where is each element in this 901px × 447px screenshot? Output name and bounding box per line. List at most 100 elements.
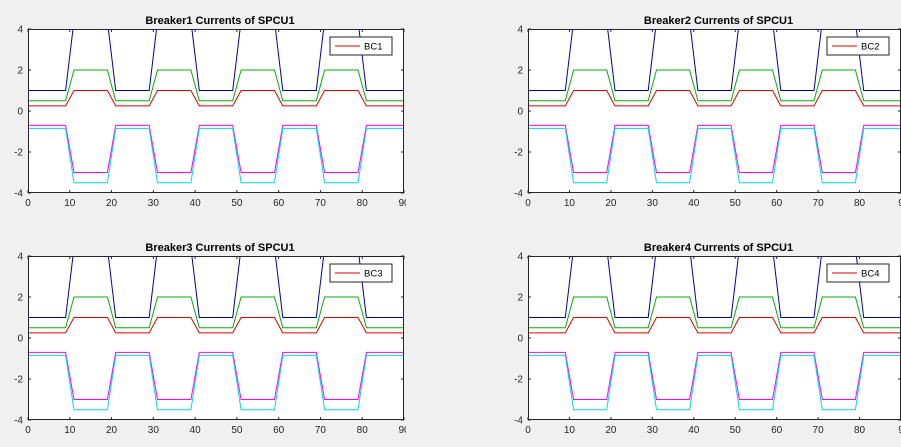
x-tick-label: 40 <box>190 198 202 209</box>
y-tick-label: 2 <box>517 293 523 304</box>
plot-area <box>28 256 404 420</box>
x-tick-label: 20 <box>106 425 118 436</box>
x-tick-label: 0 <box>25 198 31 209</box>
series-line-3 <box>28 29 404 91</box>
x-tick-label: 20 <box>106 198 118 209</box>
chart-title: Breaker4 Currents of SPCU1 <box>644 242 793 254</box>
series-line-1 <box>28 90 404 107</box>
series-line-5 <box>528 354 901 411</box>
y-tick-label: 0 <box>517 334 523 345</box>
x-tick-label: 80 <box>357 425 369 436</box>
x-tick-label: 0 <box>525 198 531 209</box>
chart-title: Breaker1 Currents of SPCU1 <box>145 15 294 27</box>
series-line-4 <box>528 351 901 400</box>
plot-area <box>528 29 901 193</box>
x-tick-label: 70 <box>315 198 327 209</box>
series-line-3 <box>528 256 901 318</box>
chart-title: Breaker2 Currents of SPCU1 <box>644 15 793 27</box>
legend-box <box>826 263 890 283</box>
x-tick-label: 80 <box>854 425 866 436</box>
series-line-1 <box>528 90 901 107</box>
x-tick-label: 10 <box>564 425 576 436</box>
y-tick-label: -4 <box>14 416 23 427</box>
x-tick-label: 60 <box>771 198 783 209</box>
legend-box <box>826 36 890 56</box>
y-tick-label: 4 <box>17 25 23 36</box>
y-tick-label: 0 <box>17 334 23 345</box>
chart-svg: 0 10 20 30 40 50 60 70 80 9 -4 -2 0 2 4 Breaker2 Curren… <box>514 15 901 209</box>
y-tick-label: 4 <box>517 25 523 36</box>
y-tick-label: 4 <box>17 252 23 263</box>
y-tick-label: -2 <box>514 148 523 159</box>
x-tick-label: 80 <box>854 198 866 209</box>
x-tick-label: 50 <box>730 425 742 436</box>
x-tick-label: 30 <box>647 425 659 436</box>
x-tick-label: 40 <box>688 425 700 436</box>
x-tick-label: 60 <box>771 425 783 436</box>
y-tick-label: -2 <box>14 375 23 386</box>
chart-panel-1: 0 10 20 30 40 50 60 70 80 90 -4 -2 0 2 4 Breaker1 Curre… <box>0 7 410 215</box>
plot-area <box>528 256 901 420</box>
y-tick-label: 0 <box>517 107 523 118</box>
x-tick-label: 40 <box>190 425 202 436</box>
x-tick-label: 50 <box>730 198 742 209</box>
y-tick-label: 4 <box>517 252 523 263</box>
x-tick-label: 40 <box>688 198 700 209</box>
x-tick-label: 10 <box>64 425 76 436</box>
y-tick-label: -4 <box>514 189 523 200</box>
chart-panel-4: 0 10 20 30 40 50 60 70 80 9 -4 -2 0 2 4 Breaker4 Curren… <box>498 234 901 442</box>
series-line-1 <box>28 317 404 334</box>
series-line-1 <box>528 317 901 334</box>
legend-box <box>329 263 393 283</box>
y-tick-label: -4 <box>514 416 523 427</box>
chart-svg: 0 10 20 30 40 50 60 70 80 90 -4 -2 0 2 4 Breaker1 Curre… <box>14 15 410 209</box>
series-line-4 <box>28 124 404 173</box>
legend-label: BC1 <box>364 42 382 53</box>
series-line-2 <box>28 69 404 102</box>
series-line-2 <box>528 69 901 102</box>
y-tick-label: 0 <box>17 107 23 118</box>
x-tick-label: 30 <box>148 198 160 209</box>
x-tick-label: 20 <box>605 198 617 209</box>
x-tick-label: 0 <box>525 425 531 436</box>
x-tick-label: 70 <box>813 198 825 209</box>
y-tick-label: -2 <box>14 148 23 159</box>
legend-label: BC3 <box>364 269 382 280</box>
plot-area <box>28 29 404 193</box>
series-line-3 <box>528 29 901 91</box>
chart-svg: 0 10 20 30 40 50 60 70 80 9 -4 -2 0 2 4 Breaker4 Curren… <box>514 242 901 436</box>
series-line-2 <box>528 296 901 329</box>
x-tick-label: 60 <box>273 198 285 209</box>
chart-panel-2: 0 10 20 30 40 50 60 70 80 9 -4 -2 0 2 4 Breaker2 Curren… <box>498 7 901 215</box>
y-tick-label: 2 <box>17 66 23 77</box>
x-tick-label: 90 <box>398 425 406 436</box>
y-tick-label: -4 <box>14 189 23 200</box>
series-line-2 <box>28 296 404 329</box>
legend-box <box>329 36 393 56</box>
x-tick-label: 60 <box>273 425 285 436</box>
series-line-5 <box>28 127 404 184</box>
x-tick-label: 10 <box>64 198 76 209</box>
x-tick-label: 30 <box>647 198 659 209</box>
x-tick-label: 50 <box>231 425 243 436</box>
series-line-4 <box>528 124 901 173</box>
x-tick-label: 10 <box>564 198 576 209</box>
x-tick-label: 30 <box>148 425 160 436</box>
chart-svg: 0 10 20 30 40 50 60 70 80 90 -4 -2 0 2 4 Breaker3 Curre… <box>14 242 410 436</box>
legend-label: BC4 <box>861 269 879 280</box>
x-tick-label: 20 <box>605 425 617 436</box>
y-tick-label: 2 <box>517 66 523 77</box>
chart-title: Breaker3 Currents of SPCU1 <box>145 242 294 254</box>
x-tick-label: 9 <box>898 198 901 209</box>
x-tick-label: 0 <box>25 425 31 436</box>
x-tick-label: 90 <box>398 198 406 209</box>
y-tick-label: 2 <box>17 293 23 304</box>
x-tick-label: 70 <box>315 425 327 436</box>
series-line-4 <box>28 351 404 400</box>
x-tick-label: 70 <box>813 425 825 436</box>
chart-panel-3: 0 10 20 30 40 50 60 70 80 90 -4 -2 0 2 4 Breaker3 Curre… <box>0 234 410 442</box>
x-tick-label: 9 <box>898 425 901 436</box>
x-tick-label: 50 <box>231 198 243 209</box>
series-line-5 <box>28 354 404 411</box>
